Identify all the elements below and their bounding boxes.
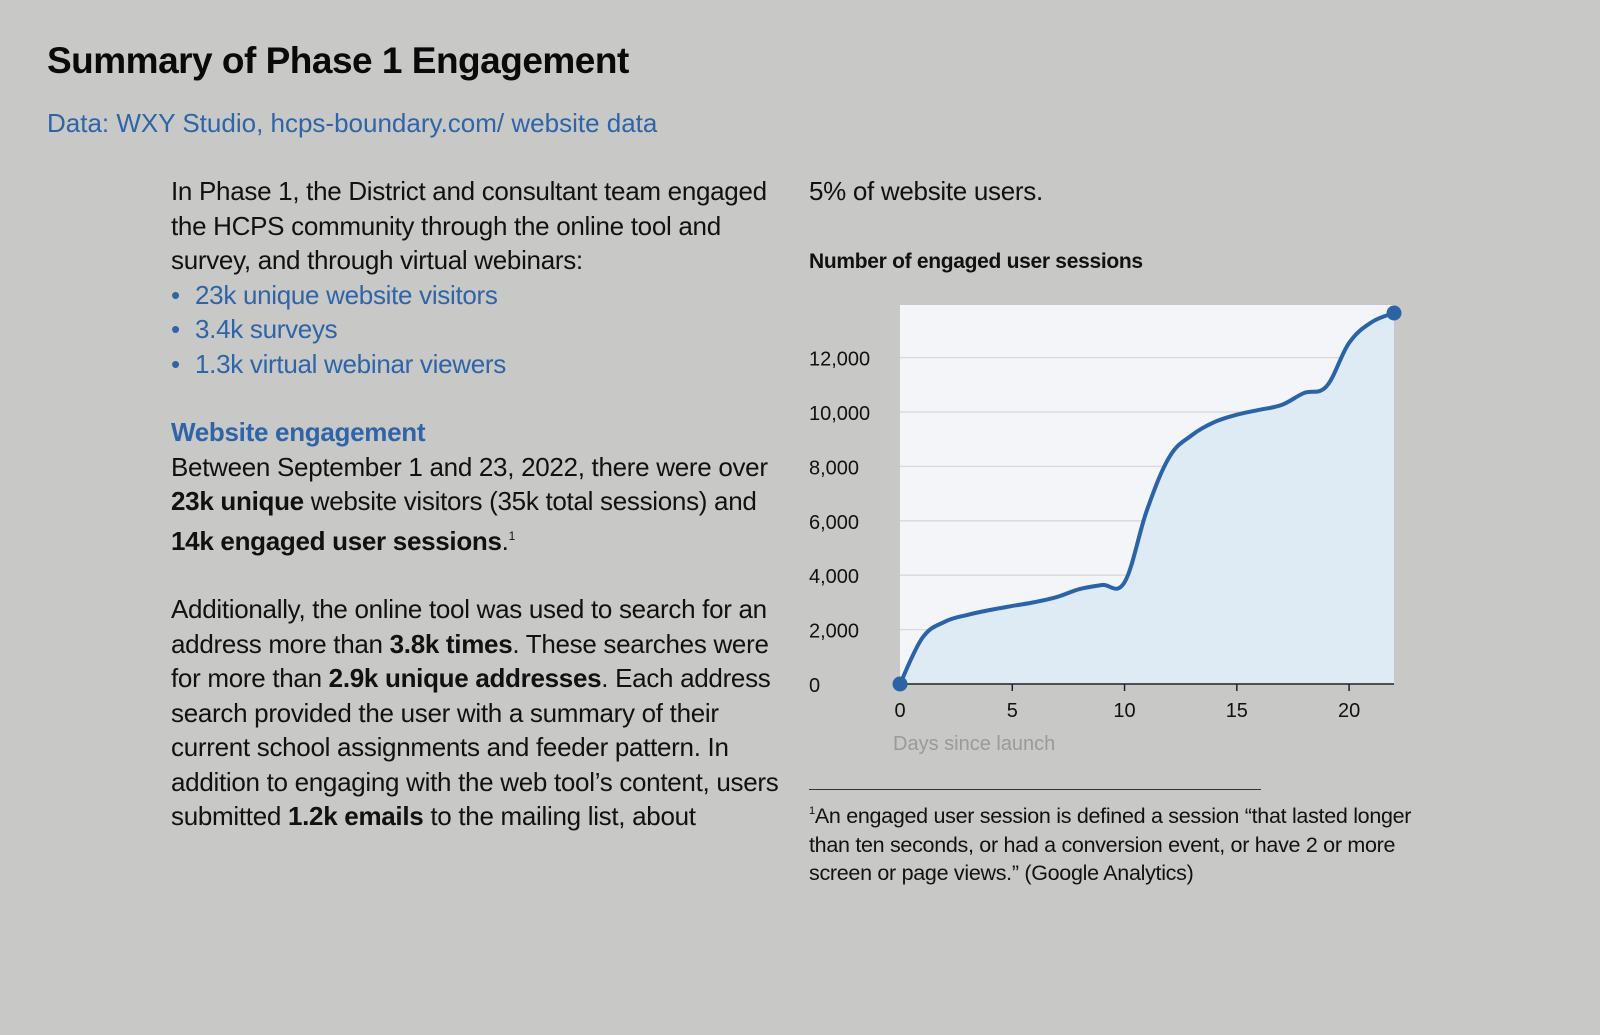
x-axis-label: Days since launch bbox=[893, 733, 1055, 755]
footnote-divider bbox=[809, 789, 1261, 790]
bullet-item: 1.3k virtual webinar viewers bbox=[171, 347, 791, 382]
series-line bbox=[898, 310, 1396, 686]
text-span: Between September 1 and 23, 2022, there … bbox=[171, 451, 768, 482]
x-tick-label: 0 bbox=[894, 700, 905, 722]
y-tick-label: 12,000 bbox=[809, 349, 870, 371]
footnote-text: An engaged user session is defined a ses… bbox=[809, 804, 1412, 885]
bold-stat: 1.2k emails bbox=[287, 801, 424, 831]
bold-stat: 14k engaged user sessions bbox=[171, 525, 502, 556]
continuation-text: 5% of website users. bbox=[809, 176, 1043, 206]
right-column: 5% of website users. bbox=[809, 174, 1429, 208]
y-tick-label: 10,000 bbox=[809, 403, 870, 425]
bullet-item: 3.4k surveys bbox=[171, 312, 791, 347]
bold-stat: 3.8k times bbox=[389, 628, 513, 659]
y-tick-label: 0 bbox=[809, 675, 820, 697]
left-column: In Phase 1, the District and consultant … bbox=[171, 174, 791, 834]
x-ticks: 0 5 10 15 20 bbox=[894, 684, 1360, 722]
bold-stat: 23k unique bbox=[171, 486, 304, 516]
end-point-marker bbox=[1386, 305, 1402, 321]
bold-stat: 2.9k unique addresses bbox=[328, 663, 602, 693]
text-span: . Each address search provided the user … bbox=[171, 663, 779, 831]
footnote-marker: 1 bbox=[809, 805, 815, 817]
text-span: . These searches were for more than bbox=[171, 628, 769, 694]
text-span: to the mailing list, about bbox=[423, 801, 696, 831]
text-span: website visitors (35k total sessions) an… bbox=[303, 486, 757, 516]
y-tick-label: 2,000 bbox=[809, 621, 859, 643]
engagement-bullet-list: 23k unique website visitors 3.4k surveys… bbox=[171, 278, 791, 382]
x-tick-label: 15 bbox=[1226, 700, 1248, 722]
footnote: 1An engaged user session is defined a se… bbox=[809, 797, 1429, 888]
x-tick-label: 20 bbox=[1338, 700, 1360, 722]
x-tick-label: 10 bbox=[1113, 700, 1135, 722]
intro-paragraph: In Phase 1, the District and consultant … bbox=[171, 176, 767, 275]
website-engagement-heading: Website engagement bbox=[171, 417, 426, 447]
text-span: . bbox=[501, 525, 509, 556]
page-title: Summary of Phase 1 Engagement bbox=[47, 40, 629, 81]
y-tick-label: 8,000 bbox=[809, 457, 859, 479]
address-search-paragraph: Additionally, the online tool was used t… bbox=[171, 592, 791, 834]
chart-title: Number of engaged user sessions bbox=[809, 250, 1143, 273]
footnote-ref: 1 bbox=[508, 528, 516, 543]
data-source-subtitle: Data: WXY Studio, hcps-boundary.com/ web… bbox=[47, 108, 658, 138]
x-tick-label: 5 bbox=[1007, 700, 1018, 722]
y-ticks: 0 2,000 4,000 6,000 8,000 10,000 12,000 bbox=[809, 349, 870, 697]
start-point-marker bbox=[892, 676, 908, 692]
endpoint-markers bbox=[892, 305, 1402, 692]
website-engagement-paragraph: Between September 1 and 23, 2022, there … bbox=[171, 450, 791, 559]
y-tick-label: 4,000 bbox=[809, 566, 859, 588]
y-tick-label: 6,000 bbox=[809, 512, 859, 534]
bullet-item: 23k unique website visitors bbox=[171, 278, 791, 313]
area-fill bbox=[900, 312, 1394, 684]
text-span: Additionally, the online tool was used t… bbox=[171, 594, 767, 659]
